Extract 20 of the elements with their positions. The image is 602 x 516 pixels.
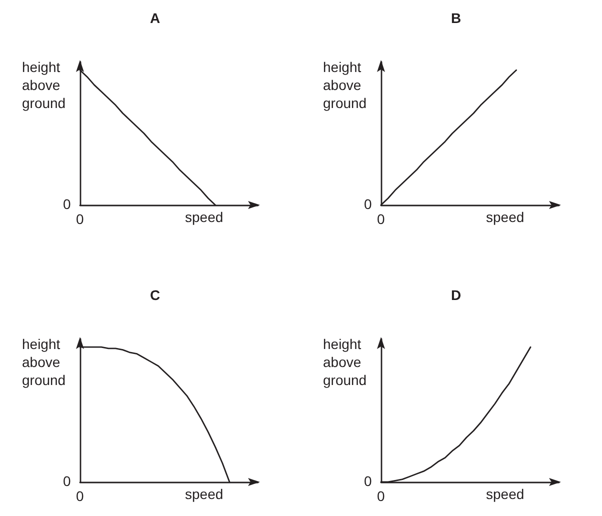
y-axis-title: height above ground <box>22 59 66 111</box>
x-axis-title: speed <box>486 486 524 502</box>
chart-title: D <box>450 287 462 303</box>
chart-title: C <box>150 287 160 303</box>
text: 0 <box>76 488 84 504</box>
x-axis-title: speed <box>185 209 224 225</box>
text: 0 <box>377 211 385 227</box>
text: 0 <box>63 196 71 212</box>
text: 0 <box>364 196 372 212</box>
chart-title: B <box>450 10 462 26</box>
text: 0 <box>76 211 84 227</box>
y-axis-title: height above ground <box>22 336 66 388</box>
y-axis-title: height above ground <box>323 59 367 111</box>
text: 0 <box>63 473 71 489</box>
y-axis-title: height above ground <box>323 336 367 388</box>
text: 0 <box>364 473 372 489</box>
chart-title: A <box>150 10 160 26</box>
text: 0 <box>377 488 385 504</box>
x-axis-title: speed <box>486 209 524 225</box>
x-axis-title: speed <box>185 486 224 502</box>
